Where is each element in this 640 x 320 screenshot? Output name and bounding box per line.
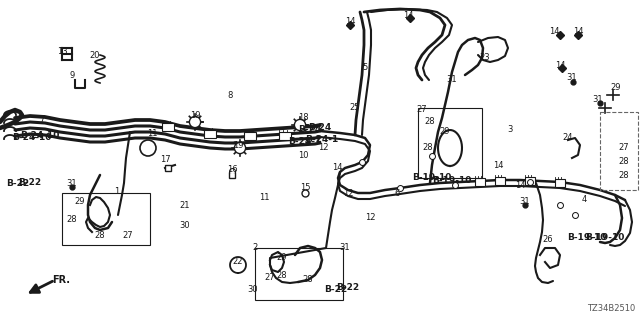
Text: 28: 28 [95, 230, 106, 239]
Circle shape [189, 116, 200, 128]
Text: 6: 6 [394, 188, 400, 197]
Text: 19: 19 [189, 110, 200, 119]
Text: 2: 2 [252, 244, 258, 252]
Circle shape [140, 140, 156, 156]
Text: FR.: FR. [52, 275, 70, 285]
Bar [244, 132, 256, 140]
Text: 23: 23 [480, 53, 490, 62]
Text: B-22: B-22 [324, 285, 348, 294]
Text: B-22: B-22 [6, 179, 29, 188]
Text: 31: 31 [566, 74, 577, 83]
Text: B-22: B-22 [18, 178, 41, 187]
Text: 28: 28 [619, 171, 629, 180]
Text: 29: 29 [611, 84, 621, 92]
Text: B-24-1: B-24-1 [305, 135, 339, 144]
Text: 19: 19 [233, 140, 243, 149]
Text: B-24: B-24 [298, 125, 322, 134]
Text: 30: 30 [180, 220, 190, 229]
Text: 5: 5 [362, 63, 367, 73]
Bar [418, 108, 482, 178]
Text: 11: 11 [259, 193, 269, 202]
Text: 7: 7 [39, 116, 45, 124]
Text: 29: 29 [75, 197, 85, 206]
Bar [600, 112, 638, 190]
Bar [555, 179, 565, 187]
Text: 14: 14 [345, 18, 355, 27]
Bar [62, 193, 150, 245]
Text: 16: 16 [227, 165, 237, 174]
Text: 31: 31 [593, 95, 604, 105]
Text: B-22: B-22 [336, 283, 359, 292]
Text: 29: 29 [276, 253, 287, 262]
Text: B-24-1: B-24-1 [289, 138, 322, 147]
Text: 14: 14 [515, 180, 525, 189]
Text: 17: 17 [160, 156, 170, 164]
Text: 20: 20 [90, 51, 100, 60]
Text: 14: 14 [573, 28, 583, 36]
Text: 31: 31 [67, 179, 77, 188]
Text: B-24: B-24 [308, 123, 332, 132]
Text: 14: 14 [555, 60, 565, 69]
Text: 26: 26 [543, 236, 554, 244]
Text: 21: 21 [180, 201, 190, 210]
Text: 28: 28 [619, 157, 629, 166]
Bar [279, 132, 291, 140]
Text: 27: 27 [123, 230, 133, 239]
Text: 11: 11 [147, 129, 157, 138]
Text: 27: 27 [417, 106, 428, 115]
Text: 22: 22 [233, 258, 243, 267]
Text: B-19-10: B-19-10 [412, 173, 452, 182]
Bar [204, 130, 216, 138]
Bar [475, 178, 485, 186]
Text: 28: 28 [67, 215, 77, 225]
Text: B-19-10: B-19-10 [567, 234, 607, 243]
Text: 3: 3 [508, 125, 513, 134]
Text: 28: 28 [276, 270, 287, 279]
Text: 10: 10 [298, 150, 308, 159]
Text: 31: 31 [520, 197, 531, 206]
Text: 14: 14 [493, 161, 503, 170]
Text: B-19-10: B-19-10 [585, 233, 625, 242]
Text: 14: 14 [403, 11, 413, 20]
Bar [495, 177, 505, 185]
Text: TZ34B2510: TZ34B2510 [587, 304, 635, 313]
Text: 12: 12 [365, 213, 375, 222]
Text: 29: 29 [440, 127, 451, 137]
Text: 14: 14 [548, 28, 559, 36]
Text: B-19-10: B-19-10 [432, 176, 472, 185]
Text: 14: 14 [332, 164, 342, 172]
Bar [525, 177, 535, 185]
Text: 31: 31 [340, 244, 350, 252]
Text: 28: 28 [422, 143, 433, 153]
Circle shape [234, 142, 246, 154]
Text: 31: 31 [447, 76, 458, 84]
Text: 27: 27 [619, 143, 629, 153]
Text: 9: 9 [69, 70, 75, 79]
Text: 12: 12 [343, 188, 353, 197]
Text: 15: 15 [300, 183, 310, 193]
Text: B-24-10: B-24-10 [20, 131, 60, 140]
Text: 27: 27 [265, 274, 275, 283]
Circle shape [294, 119, 306, 131]
Text: 25: 25 [349, 103, 360, 113]
Text: 18: 18 [298, 114, 308, 123]
Text: 28: 28 [303, 276, 314, 284]
Text: 12: 12 [317, 143, 328, 153]
Text: 30: 30 [248, 285, 259, 294]
Text: 24: 24 [563, 133, 573, 142]
Text: 13: 13 [57, 47, 67, 57]
Text: 1: 1 [115, 188, 120, 196]
Text: 8: 8 [227, 91, 233, 100]
Text: 4: 4 [581, 196, 587, 204]
Bar [162, 123, 174, 131]
Text: B-24-10: B-24-10 [12, 132, 52, 141]
Text: 28: 28 [425, 117, 435, 126]
Bar [255, 248, 343, 300]
